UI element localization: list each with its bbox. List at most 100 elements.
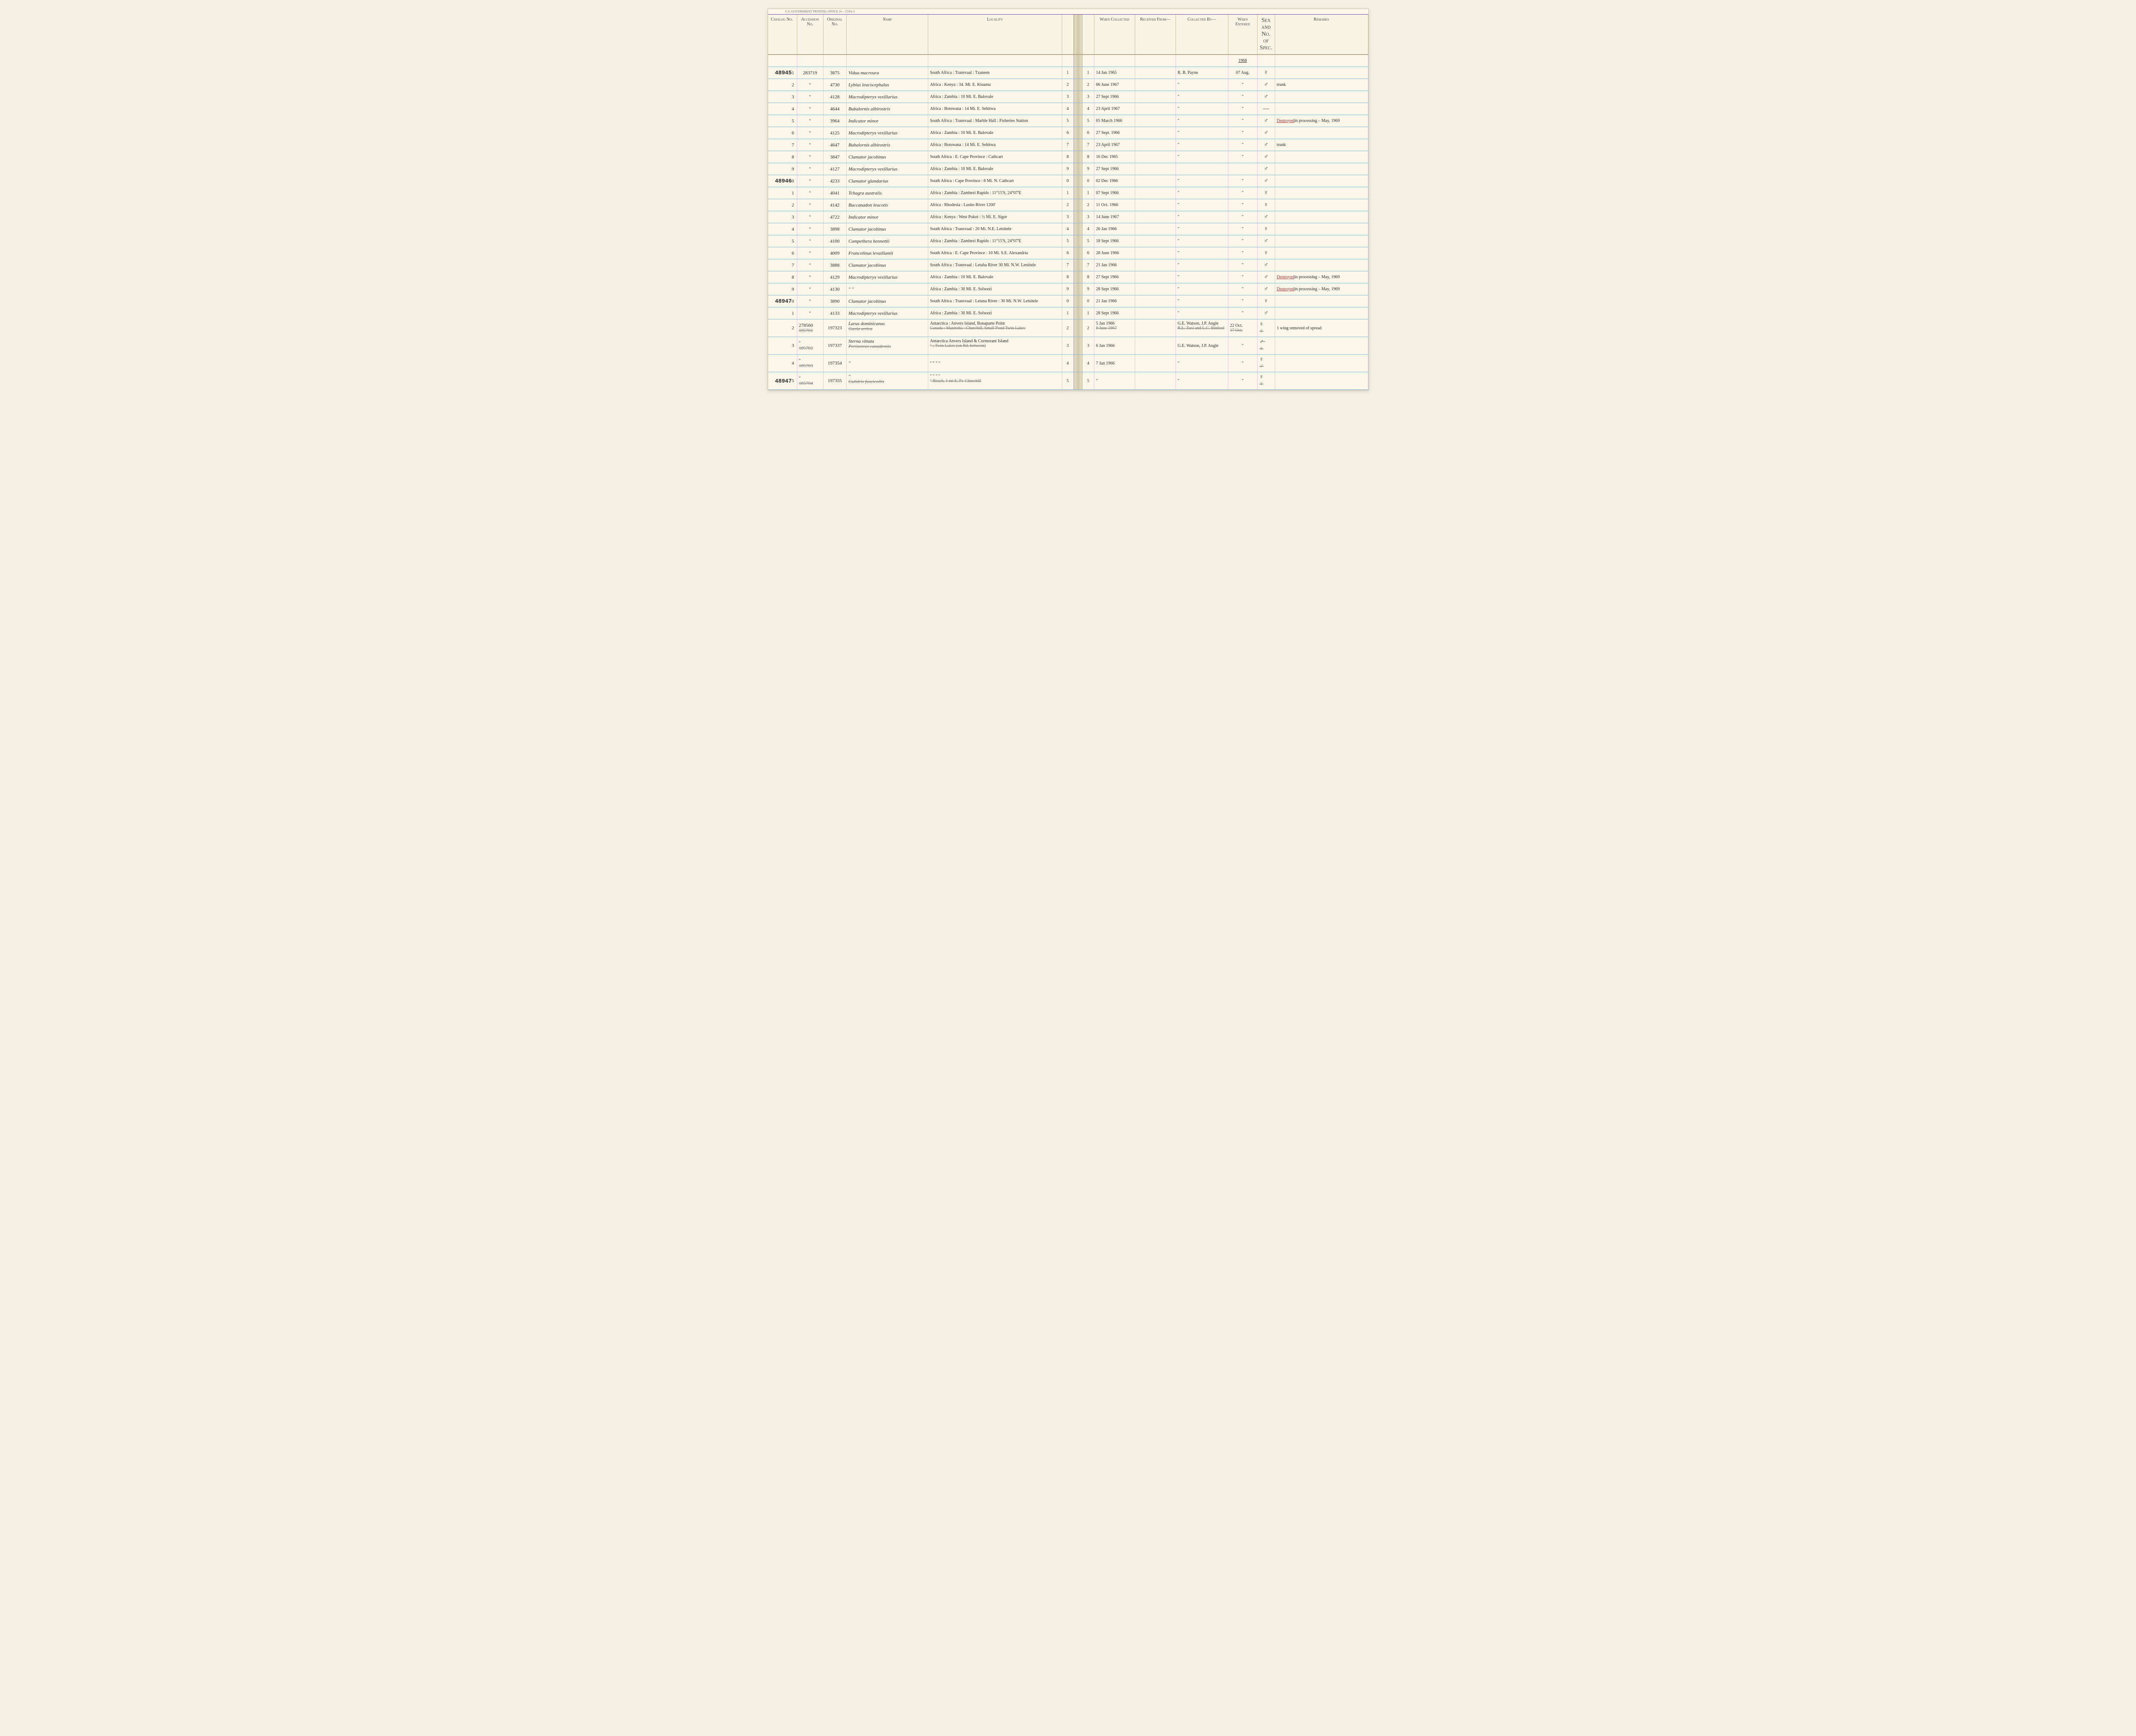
original-no: 4129 [823,271,847,283]
when-entered: " [1228,115,1258,127]
collected-by: " [1176,91,1228,103]
sex-spec: ♀ [1258,187,1275,199]
collected-by: " [1176,355,1228,372]
specimen-name: Vidua macroura [847,67,928,79]
when-collected: 06 June 1967 [1094,79,1135,91]
catalog-no: 2 [768,79,797,91]
when-collected: 23 April 1967 [1094,139,1135,151]
sex-spec: ♂ [1258,163,1275,175]
rows-container: 48945 12837193875Vidua macrouraSouth Afr… [768,67,1368,390]
sex-spec: ♂ [1258,271,1275,283]
when-entered: " [1228,295,1258,307]
remarks [1275,175,1368,187]
table-row: 3"4722Indicator minorAfrica : Kenya : We… [768,211,1368,223]
accession-no: " [797,283,823,295]
sex-spec: ♀♀ [1258,372,1275,389]
specimen-name: Macrodipteryx vexillarius [847,271,928,283]
collected-by: " [1176,271,1228,283]
remarks [1275,247,1368,259]
when-entered: " [1228,211,1258,223]
original-no: 197337 [823,337,847,354]
row-number-left: 7 [1062,139,1074,151]
remarks: Destroyed in processing – May, 1969 [1275,283,1368,295]
row-number-right: 3 [1082,211,1094,223]
remarks [1275,67,1368,79]
catalog-no: 4 [768,103,797,115]
catalog-no: 48945 1 [768,67,797,79]
row-number-left: 2 [1062,79,1074,91]
when-entered: " [1228,283,1258,295]
specimen-name: Macrodipteryx vexillarius [847,163,928,175]
table-row: 7"4647Bubalornis albirostrisAfrica : Bot… [768,139,1368,151]
table-row: 5"3964Indicator minorSouth Africa : Tran… [768,115,1368,127]
sex-spec: ♂̶♀ [1258,337,1275,354]
when-collected: 14 Jan 1965 [1094,67,1135,79]
accession-no: " [797,79,823,91]
collected-by: G.E. Watson, J.P. Angle [1176,337,1228,354]
specimen-name: Macrodipteryx vexillarius [847,91,928,103]
accession-no: " [797,295,823,307]
catalog-no: 5 [768,115,797,127]
collected-by: " [1176,199,1228,211]
received-from [1135,295,1176,307]
received-from [1135,91,1176,103]
book-gutter [1074,115,1082,127]
specimen-name: Francolinus levaillantii [847,247,928,259]
when-collected: 21 Jan 1966 [1094,295,1135,307]
remarks [1275,223,1368,235]
when-collected: 23 April 1967 [1094,103,1135,115]
book-gutter [1074,151,1082,163]
header-collected: Collected By— [1176,15,1228,54]
specimen-name: Clamator jacobinus [847,151,928,163]
received-from [1135,307,1176,319]
received-from [1135,372,1176,389]
received-from [1135,223,1176,235]
accession-no: " [797,199,823,211]
sex-spec: ♀ [1258,247,1275,259]
row-number-right: 6 [1082,127,1094,139]
remarks [1275,372,1368,389]
locality: Africa : Zambia : 10 Mi. E. Balovale [928,127,1062,139]
row-number-right: 2 [1082,79,1094,91]
specimen-name: Macrodipteryx vexillarius [847,127,928,139]
when-collected: 27 Sept 1966 [1094,163,1135,175]
locality: South Africa : Transvaal : Marble Hall :… [928,115,1062,127]
when-collected: 26 Jan 1966 [1094,223,1135,235]
collected-by: R. B. Payne [1176,67,1228,79]
header-received: Received From— [1135,15,1176,54]
catalog-no: 8 [768,151,797,163]
row-number-right: 6 [1082,247,1094,259]
row-number-left: 0 [1062,175,1074,187]
locality: Africa : Zambia : 30 Mi. E. Solwezi [928,283,1062,295]
original-no: 4142 [823,199,847,211]
row-number-left: 3 [1062,211,1074,223]
sex-spec: ♀ [1258,295,1275,307]
received-from [1135,259,1176,271]
row-number-left: 6 [1062,127,1074,139]
accession-no: " [797,139,823,151]
accession-no: " [797,127,823,139]
catalog-no: 3 [768,211,797,223]
when-collected: 11 Oct. 1966 [1094,199,1135,211]
row-number-left: 9 [1062,283,1074,295]
received-from [1135,67,1176,79]
book-gutter [1074,307,1082,319]
original-no: 3847 [823,151,847,163]
remarks: trunk [1275,79,1368,91]
specimen-name: Indicator minor [847,115,928,127]
original-no: 4127 [823,163,847,175]
book-gutter [1074,91,1082,103]
when-collected: 27 Sept 1966 [1094,91,1135,103]
row-number-right: 7 [1082,259,1094,271]
book-gutter [1074,163,1082,175]
original-no: 197354 [823,355,847,372]
accession-no: " [797,115,823,127]
accession-no: " [797,223,823,235]
sex-spec: ♂ [1258,259,1275,271]
table-row: 6"4009Francolinus levaillantiiSouth Afri… [768,247,1368,259]
accession-no: " [797,307,823,319]
catalog-no: 3 [768,337,797,354]
table-row: 9"4130" "Africa : Zambia : 30 Mi. E. Sol… [768,283,1368,295]
collected-by: " [1176,187,1228,199]
when-collected: 5 Jan 19669 June 1967 [1094,319,1135,337]
